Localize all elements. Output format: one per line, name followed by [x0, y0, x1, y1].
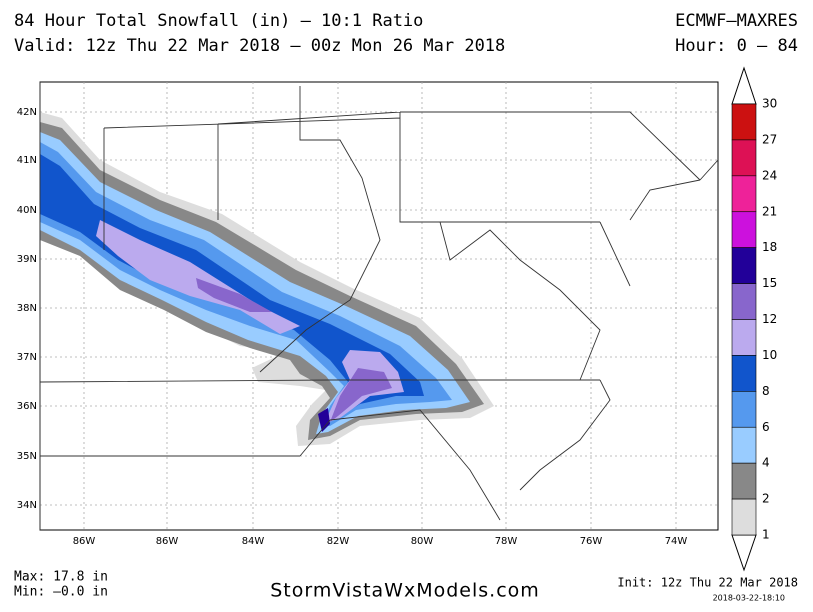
colorbar-top-arrow — [731, 66, 757, 105]
colorbar-swatch — [731, 283, 757, 320]
colorbar-label: 10 — [762, 348, 777, 362]
colorbar-swatch — [731, 175, 757, 213]
init-time: Init: 12z Thu 22 Mar 2018 — [617, 576, 798, 590]
colorbar-label: 24 — [762, 168, 777, 182]
colorbar-swatch — [731, 211, 757, 248]
lon-label: 86W — [156, 536, 179, 547]
lon-label: 74W — [665, 536, 688, 547]
lon-label: 86W — [73, 536, 96, 547]
colorbar-swatch — [731, 247, 757, 284]
lat-label: 39N — [17, 254, 37, 265]
model-name: ECMWF–MAXRES — [675, 11, 798, 31]
colorbar-label: 8 — [762, 384, 770, 398]
valid-time: Valid: 12z Thu 22 Mar 2018 – 00z Mon 26 … — [14, 36, 505, 56]
lon-label: 76W — [580, 536, 603, 547]
axis-labels: 42N 41N 40N 39N 38N 37N 36N 35N 34N 86W 86W 84W 82W 8… — [17, 107, 688, 547]
lat-label: 41N — [17, 155, 37, 166]
colorbar-label: 30 — [762, 97, 777, 111]
colorbar-swatch — [731, 319, 757, 356]
forecast-hours: Hour: 0 – 84 — [675, 36, 798, 56]
colorbar-label: 6 — [762, 420, 770, 434]
colorbar-swatch — [731, 462, 757, 500]
colorbar-label: 27 — [762, 132, 777, 146]
colorbar-swatch — [731, 139, 757, 177]
colorbar-label: 21 — [762, 204, 777, 218]
colorbar-swatch — [731, 391, 757, 428]
colorbar-label: 2 — [762, 492, 770, 506]
lon-label: 78W — [495, 536, 518, 547]
colorbar-bottom-arrow — [731, 534, 757, 572]
timestamp: 2018-03-22-18:10 — [713, 594, 785, 603]
lon-label: 80W — [411, 536, 434, 547]
colorbar-label: 12 — [762, 312, 777, 326]
snow-12in-south — [330, 368, 392, 422]
snow-8in — [40, 154, 424, 420]
colorbar-swatch — [731, 355, 757, 392]
snow-15in — [318, 408, 330, 432]
snow-12in — [196, 278, 272, 312]
lat-label: 40N — [17, 205, 37, 216]
colorbar-label: 15 — [762, 276, 777, 290]
lon-label: 84W — [242, 536, 265, 547]
map — [39, 81, 719, 531]
site-name: StormVistaWxModels.com — [270, 580, 540, 602]
lat-label: 36N — [17, 401, 37, 412]
lat-label: 34N — [17, 500, 37, 511]
colorbar-swatch — [731, 103, 757, 141]
lon-label: 82W — [327, 536, 350, 547]
colorbar-label: 1 — [762, 528, 770, 542]
lat-label: 37N — [17, 352, 37, 363]
lat-label: 35N — [17, 451, 37, 462]
max-value: Max: 17.8 in — [14, 570, 108, 585]
colorbar-label: 4 — [762, 456, 770, 470]
colorbar-label: 18 — [762, 240, 777, 254]
colorbar-swatch — [731, 426, 757, 464]
title: 84 Hour Total Snowfall (in) – 10:1 Ratio — [14, 11, 423, 31]
colorbar-swatch — [731, 498, 757, 536]
lat-label: 38N — [17, 303, 37, 314]
min-value: Min: –0.0 in — [14, 585, 108, 600]
lat-label: 42N — [17, 107, 37, 118]
